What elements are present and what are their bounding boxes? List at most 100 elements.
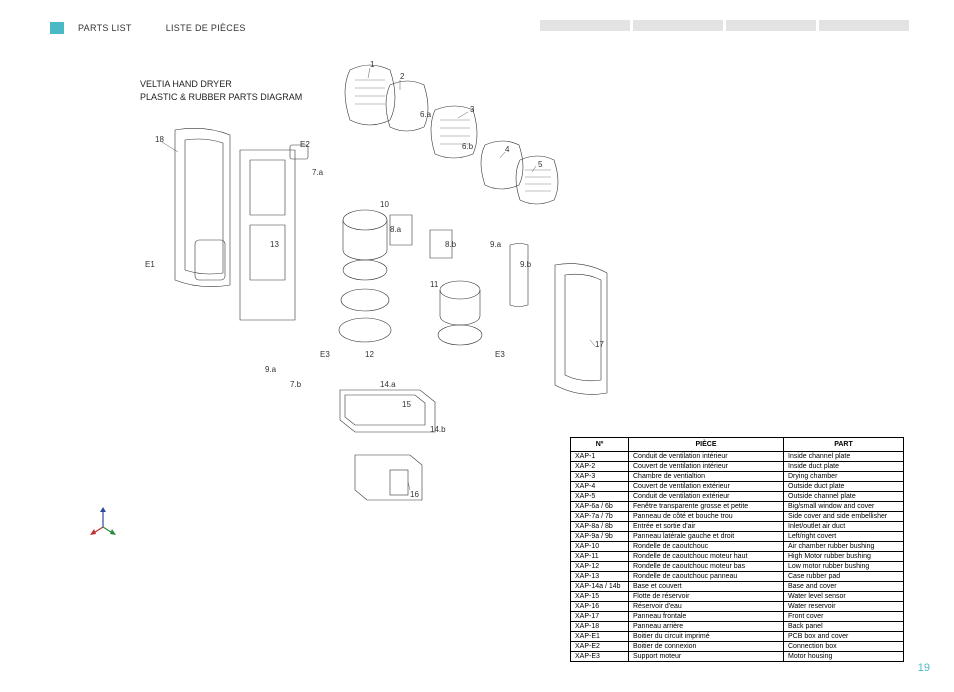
exploded-diagram: 126.a346.b518E27.aE1108.a8.b9.a9.b1113E3… bbox=[90, 60, 650, 540]
table-cell: Air chamber rubber bushing bbox=[784, 542, 904, 552]
callout-label: 14.b bbox=[430, 425, 446, 434]
callout-label: 5 bbox=[538, 160, 542, 169]
table-cell: Boitier de connexion bbox=[629, 642, 784, 652]
callout-label: 6.b bbox=[462, 142, 473, 151]
table-cell: Rondelle de caoutchouc bbox=[629, 542, 784, 552]
table-cell: Boitier du circuit imprimé bbox=[629, 632, 784, 642]
callout-label: E2 bbox=[300, 140, 310, 149]
grey-bar bbox=[633, 20, 723, 31]
table-cell: Panneau latérale gauche et droit bbox=[629, 532, 784, 542]
table-cell: XAP-5 bbox=[571, 492, 629, 502]
table-cell: XAP-7a / 7b bbox=[571, 512, 629, 522]
table-cell: Connection box bbox=[784, 642, 904, 652]
table-cell: Front cover bbox=[784, 612, 904, 622]
callout-label: E3 bbox=[495, 350, 505, 359]
liste-de-pieces-label: LISTE DE PIÈCES bbox=[166, 23, 246, 33]
table-cell: XAP-15 bbox=[571, 592, 629, 602]
table-row: XAP-3Chambre de ventialtionDrying chambe… bbox=[571, 472, 904, 482]
table-row: XAP-E3Support moteurMotor housing bbox=[571, 652, 904, 662]
table-cell: Water reservoir bbox=[784, 602, 904, 612]
table-row: XAP-16Réservoir d'eauWater reservoir bbox=[571, 602, 904, 612]
table-cell: XAP-9a / 9b bbox=[571, 532, 629, 542]
table-cell: XAP-10 bbox=[571, 542, 629, 552]
axis-icon bbox=[90, 507, 116, 542]
grey-bar bbox=[726, 20, 816, 31]
table-cell: Conduit de ventilation extérieur bbox=[629, 492, 784, 502]
table-cell: Back panel bbox=[784, 622, 904, 632]
table-cell: XAP-3 bbox=[571, 472, 629, 482]
callout-label: 17 bbox=[595, 340, 604, 349]
callout-label: 8.b bbox=[445, 240, 456, 249]
callout-label: 2 bbox=[400, 72, 404, 81]
table-cell: Side cover and side embellisher bbox=[784, 512, 904, 522]
col-part: PART bbox=[784, 438, 904, 452]
table-cell: Water level sensor bbox=[784, 592, 904, 602]
parts-table: Nº PIÈCE PART XAP-1Conduit de ventilatio… bbox=[570, 437, 904, 662]
table-row: XAP-E1Boitier du circuit impriméPCB box … bbox=[571, 632, 904, 642]
table-row: XAP-7a / 7bPanneau de côté et bouche tro… bbox=[571, 512, 904, 522]
callout-label: 12 bbox=[365, 350, 374, 359]
callout-label: 7.a bbox=[312, 168, 323, 177]
table-cell: XAP-16 bbox=[571, 602, 629, 612]
table-cell: XAP-4 bbox=[571, 482, 629, 492]
table-cell: Drying chamber bbox=[784, 472, 904, 482]
callout-label: 6.a bbox=[420, 110, 431, 119]
callout-label: 9.a bbox=[265, 365, 276, 374]
callout-label: 7.b bbox=[290, 380, 301, 389]
header-bar: PARTS LIST LISTE DE PIÈCES bbox=[0, 0, 954, 36]
table-cell: Low motor rubber bushing bbox=[784, 562, 904, 572]
table-row: XAP-4Couvert de ventilation extérieurOut… bbox=[571, 482, 904, 492]
table-cell: Outside duct plate bbox=[784, 482, 904, 492]
callout-label: 16 bbox=[410, 490, 419, 499]
parts-list-label: PARTS LIST bbox=[78, 23, 132, 33]
table-cell: XAP-6a / 6b bbox=[571, 502, 629, 512]
table-row: XAP-17Panneau frontaleFront cover bbox=[571, 612, 904, 622]
col-no: Nº bbox=[571, 438, 629, 452]
table-cell: XAP-E2 bbox=[571, 642, 629, 652]
callout-label: 18 bbox=[155, 135, 164, 144]
callout-label: E1 bbox=[145, 260, 155, 269]
table-row: XAP-5Conduit de ventilation extérieurOut… bbox=[571, 492, 904, 502]
table-cell: Case rubber pad bbox=[784, 572, 904, 582]
table-cell: Couvert de ventilation extérieur bbox=[629, 482, 784, 492]
grey-bar bbox=[819, 20, 909, 31]
table-cell: XAP-18 bbox=[571, 622, 629, 632]
grey-tab-bar bbox=[540, 20, 909, 31]
callout-label: 4 bbox=[505, 145, 509, 154]
table-cell: Support moteur bbox=[629, 652, 784, 662]
table-cell: Panneau arrière bbox=[629, 622, 784, 632]
table-cell: Conduit de ventilation intérieur bbox=[629, 452, 784, 462]
table-cell: XAP-11 bbox=[571, 552, 629, 562]
table-row: XAP-18Panneau arrièreBack panel bbox=[571, 622, 904, 632]
table-cell: Panneau de côté et bouche trou bbox=[629, 512, 784, 522]
table-row: XAP-9a / 9bPanneau latérale gauche et dr… bbox=[571, 532, 904, 542]
table-cell: Big/small window and cover bbox=[784, 502, 904, 512]
callout-label: 1 bbox=[370, 60, 374, 69]
callout-label: 9.b bbox=[520, 260, 531, 269]
table-cell: XAP-2 bbox=[571, 462, 629, 472]
table-cell: Rondelle de caoutchouc panneau bbox=[629, 572, 784, 582]
table-cell: Rondelle de caoutchouc moteur haut bbox=[629, 552, 784, 562]
table-cell: Inside channel plate bbox=[784, 452, 904, 462]
table-cell: Outside channel plate bbox=[784, 492, 904, 502]
table-row: XAP-E2Boitier de connexionConnection box bbox=[571, 642, 904, 652]
callout-label: 15 bbox=[402, 400, 411, 409]
table-row: XAP-6a / 6bFenêtre transparente grosse e… bbox=[571, 502, 904, 512]
table-row: XAP-15Flotte de réservoirWater level sen… bbox=[571, 592, 904, 602]
table-row: XAP-11Rondelle de caoutchouc moteur haut… bbox=[571, 552, 904, 562]
table-cell: Inlet/outlet air duct bbox=[784, 522, 904, 532]
table-cell: Chambre de ventialtion bbox=[629, 472, 784, 482]
callout-label: 13 bbox=[270, 240, 279, 249]
table-cell: Base and cover bbox=[784, 582, 904, 592]
table-cell: XAP-1 bbox=[571, 452, 629, 462]
table-cell: Fenêtre transparente grosse et petite bbox=[629, 502, 784, 512]
grey-bar bbox=[540, 20, 630, 31]
table-row: XAP-12Rondelle de caoutchouc moteur basL… bbox=[571, 562, 904, 572]
table-cell: Base et couvert bbox=[629, 582, 784, 592]
table-cell: High Motor rubber bushing bbox=[784, 552, 904, 562]
diagram-svg bbox=[90, 60, 650, 540]
table-cell: XAP-13 bbox=[571, 572, 629, 582]
table-cell: PCB box and cover bbox=[784, 632, 904, 642]
table-header-row: Nº PIÈCE PART bbox=[571, 438, 904, 452]
callout-label: 11 bbox=[430, 280, 438, 289]
